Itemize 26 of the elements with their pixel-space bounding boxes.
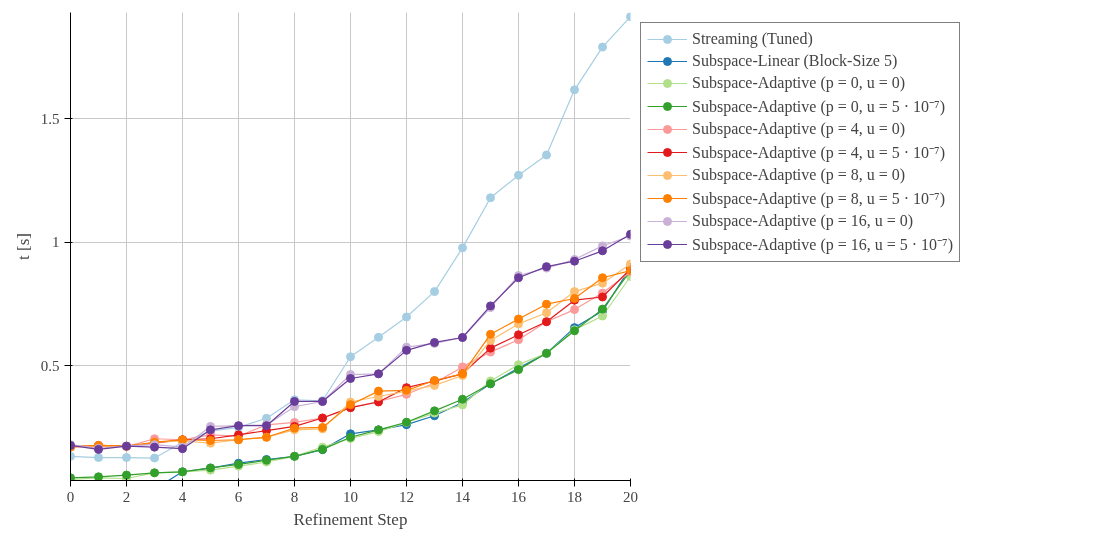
x-tick-label: 16 — [511, 488, 527, 505]
legend-label: Streaming (Tuned) — [692, 29, 813, 49]
x-tick-label: 4 — [178, 488, 187, 505]
x-tick-label: 20 — [623, 488, 638, 505]
x-tick-label: 18 — [567, 488, 582, 505]
x-tick-label: 14 — [455, 488, 471, 505]
x-tick-label: 6 — [234, 488, 243, 505]
legend-label: Subspace-Adaptive (p = 8, u = 5 · 10⁻⁷) — [692, 189, 946, 209]
legend-label: Subspace-Adaptive (p = 4, u = 0) — [692, 119, 906, 139]
legend-label: Subspace-Adaptive (p = 16, u = 5 · 10⁻⁷) — [692, 235, 954, 255]
x-tick-label: 2 — [122, 488, 131, 505]
y-tick-label: 1 — [52, 234, 60, 251]
legend-label: Subspace-Linear (Block-Size 5) — [692, 51, 898, 71]
legend-label: Subspace-Adaptive (p = 8, u = 0) — [692, 165, 906, 185]
legend-label: Subspace-Adaptive (p = 0, u = 0) — [692, 73, 906, 93]
legend-label: Subspace-Adaptive (p = 16, u = 0) — [692, 211, 914, 231]
y-tick-label: 0.5 — [40, 357, 60, 374]
x-tick-label: 0 — [66, 488, 75, 505]
y-axis-title: t [s] — [13, 233, 33, 260]
x-tick-label: 10 — [343, 488, 358, 505]
x-tick-label: 12 — [399, 488, 414, 505]
legend-label: Subspace-Adaptive (p = 4, u = 5 · 10⁻⁷) — [692, 143, 946, 163]
legend-label: Subspace-Adaptive (p = 0, u = 5 · 10⁻⁷) — [692, 97, 946, 117]
y-tick-label: 1.5 — [40, 110, 60, 127]
x-axis-title: Refinement Step — [293, 509, 408, 529]
x-tick-label: 8 — [290, 488, 299, 505]
